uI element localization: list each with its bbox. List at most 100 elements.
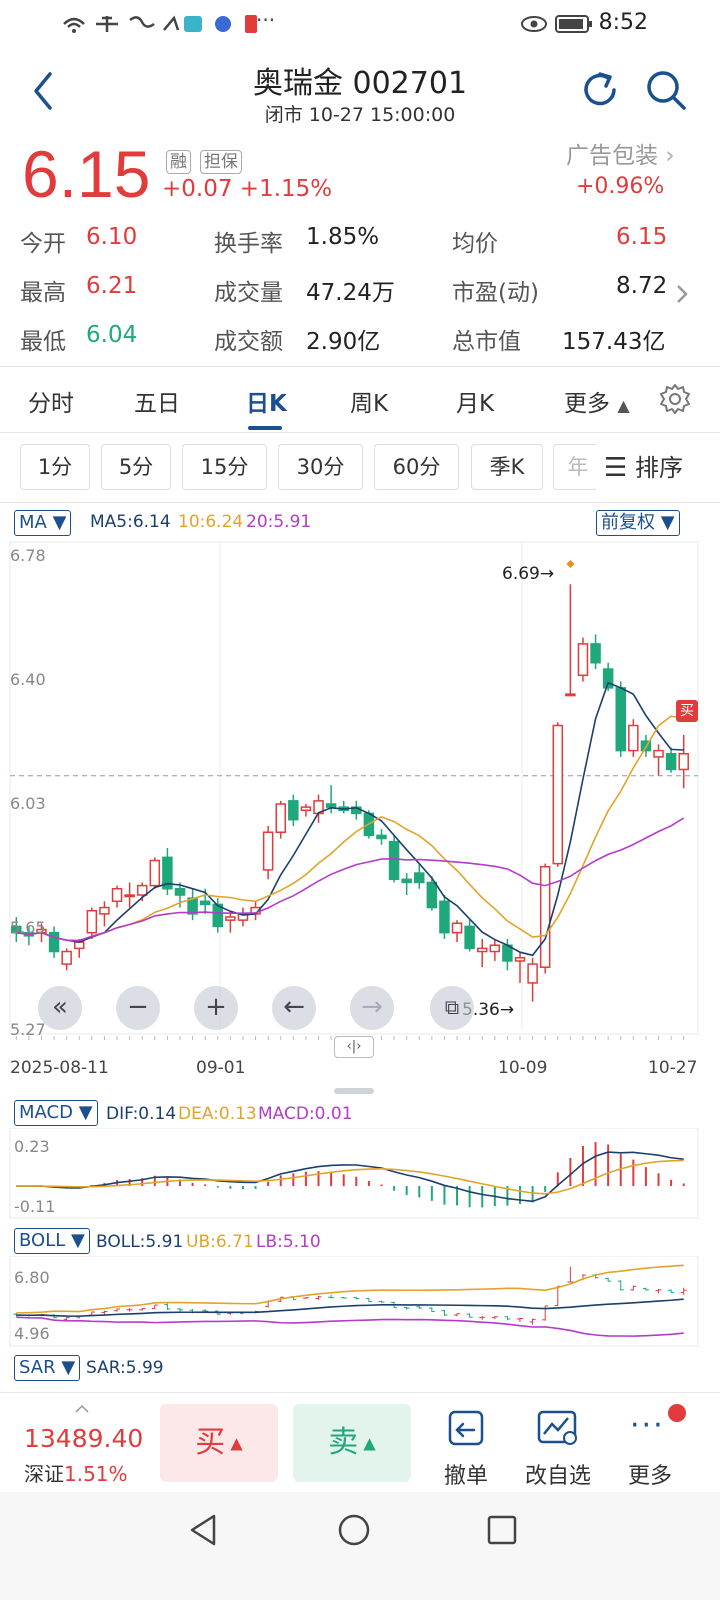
boll-selector-label: BOLL xyxy=(19,1230,66,1251)
boll-y-top: 6.80 xyxy=(14,1268,50,1287)
stat-label: 最低 xyxy=(20,329,66,355)
macd-selector[interactable]: MACD ▼ xyxy=(14,1100,98,1126)
ma5-line xyxy=(16,681,684,957)
sell-button[interactable]: 卖 ▲ xyxy=(293,1404,411,1482)
nav-home-icon[interactable] xyxy=(336,1512,372,1548)
candle-body xyxy=(262,831,274,871)
y-tick-label: 5.27 xyxy=(10,1020,46,1039)
scroll-far-left-button[interactable]: « xyxy=(38,986,82,1030)
stat-amount: 成交额 xyxy=(214,322,283,356)
triangle-up-icon: ▲ xyxy=(358,1433,376,1453)
scroll-right-button[interactable]: → xyxy=(350,986,394,1030)
tab-intraday[interactable]: 分时 xyxy=(28,391,74,417)
tab-five-day[interactable]: 五日 xyxy=(134,391,180,417)
tab-monthly-k[interactable]: 月K xyxy=(456,391,495,417)
boll-frame xyxy=(9,1256,699,1347)
boll-y-bottom: 4.96 xyxy=(14,1324,50,1343)
boll-ub: UB:6.71 xyxy=(186,1232,254,1252)
stat-mktcap: 总市值 xyxy=(452,322,521,356)
stat-label: 今开 xyxy=(20,231,66,257)
nav-back-icon[interactable] xyxy=(186,1512,222,1548)
stat-label: 总市值 xyxy=(452,329,521,355)
drag-handle[interactable]: ‹|› xyxy=(334,1036,374,1058)
candle-body xyxy=(489,944,501,953)
cancel-order-button[interactable]: 撤单 xyxy=(443,1464,488,1489)
candle-body xyxy=(539,866,551,968)
stats-expand-icon[interactable] xyxy=(674,282,690,306)
stat-label: 均价 xyxy=(452,231,498,257)
pledge-tag: 担保 xyxy=(200,150,242,174)
stat-low: 最低 xyxy=(20,322,66,356)
index-info[interactable]: 深证1.51% xyxy=(24,1458,128,1487)
scroll-left-button[interactable]: ← xyxy=(272,986,316,1030)
tab-weekly-k[interactable]: 周K xyxy=(350,391,389,417)
stat-mktcap-value: 157.43亿 xyxy=(562,329,666,355)
sort-button[interactable]: ☰ 排序 xyxy=(604,448,683,483)
eye-battery-icons xyxy=(521,15,592,33)
cancel-order-icon[interactable] xyxy=(446,1408,486,1448)
settings-icon[interactable] xyxy=(658,382,692,416)
sar-value: SAR:5.99 xyxy=(86,1358,164,1378)
refresh-icon[interactable] xyxy=(578,68,622,112)
period-1min[interactable]: 1分 xyxy=(20,444,90,490)
candle-body xyxy=(451,922,463,934)
candle-body xyxy=(11,925,22,934)
edit-watchlist-button[interactable]: 改自选 xyxy=(524,1464,591,1489)
sar-selector[interactable]: SAR ▼ xyxy=(14,1355,81,1381)
stat-high-value: 6.21 xyxy=(86,273,138,299)
buy-signal-badge[interactable]: 买 xyxy=(676,700,698,722)
stat-label: 最高 xyxy=(20,280,66,306)
chevron-right-icon: › xyxy=(665,143,675,169)
tab-daily-k[interactable]: 日K xyxy=(246,391,287,417)
period-30min[interactable]: 30分 xyxy=(278,444,363,490)
boll-lb-line xyxy=(16,1316,684,1337)
search-icon[interactable] xyxy=(644,68,688,112)
candle-body xyxy=(628,724,639,752)
candle-body xyxy=(111,887,123,903)
boll-selector[interactable]: BOLL ▼ xyxy=(14,1228,90,1254)
zoom-out-button[interactable]: − xyxy=(116,986,160,1030)
candle-body xyxy=(300,806,312,812)
boll-lb: LB:5.10 xyxy=(256,1232,321,1252)
candle-body xyxy=(388,840,400,881)
sector-link[interactable]: 广告包装 › xyxy=(566,136,675,170)
period-year-k[interactable]: 年 xyxy=(553,444,603,490)
nav-recents-icon[interactable] xyxy=(486,1514,518,1546)
watchlist-edit-icon[interactable] xyxy=(536,1408,580,1448)
more-button[interactable]: 更多 xyxy=(627,1464,672,1489)
candle-body xyxy=(615,687,626,752)
period-15min[interactable]: 15分 xyxy=(182,444,267,490)
fullscreen-icon[interactable]: ⧉ xyxy=(430,986,474,1030)
stat-avg-value: 6.15 xyxy=(616,224,668,250)
more-dots-icon[interactable]: ··· xyxy=(630,1408,665,1443)
boll-mid-line xyxy=(16,1298,684,1317)
stat-open-value: 6.10 xyxy=(86,224,138,250)
period-60min[interactable]: 60分 xyxy=(374,444,459,490)
candlestick-chart[interactable] xyxy=(0,540,720,1060)
market-status: 闭市 10-27 15:00:00 xyxy=(264,104,456,126)
price-change-abs: +0.07 xyxy=(162,176,233,202)
expand-up-icon[interactable] xyxy=(74,1404,90,1414)
ma-selector[interactable]: MA ▼ xyxy=(14,510,72,536)
zoom-in-button[interactable]: + xyxy=(194,986,238,1030)
adjust-selector[interactable]: 前复权 ▼ xyxy=(596,510,680,536)
buy-button[interactable]: 买 ▲ xyxy=(160,1404,278,1482)
price-change: +0.07 +1.15% xyxy=(162,176,332,202)
tab-more[interactable]: 更多 ▲ xyxy=(564,384,630,418)
period-5min[interactable]: 5分 xyxy=(101,444,171,490)
index-value[interactable]: 13489.40 xyxy=(24,1424,144,1453)
divider xyxy=(0,366,720,367)
back-icon[interactable] xyxy=(24,66,64,116)
low-marker: 5.36→ xyxy=(462,1000,515,1020)
candle-body xyxy=(602,668,614,689)
macd-y-bottom: -0.11 xyxy=(14,1197,56,1216)
x-tick-label: 10-09 xyxy=(498,1058,548,1078)
clock: 8:52 xyxy=(598,10,648,35)
panel-resize-handle[interactable] xyxy=(334,1088,374,1094)
period-quarter-k[interactable]: 季K xyxy=(471,444,543,490)
candle-body xyxy=(136,884,148,896)
stat-low-value: 6.04 xyxy=(86,322,138,348)
menu-icon: ☰ xyxy=(604,453,628,483)
stat-amount-value: 2.90亿 xyxy=(306,329,381,355)
stock-title: 奥瑞金 002701 xyxy=(252,66,468,101)
